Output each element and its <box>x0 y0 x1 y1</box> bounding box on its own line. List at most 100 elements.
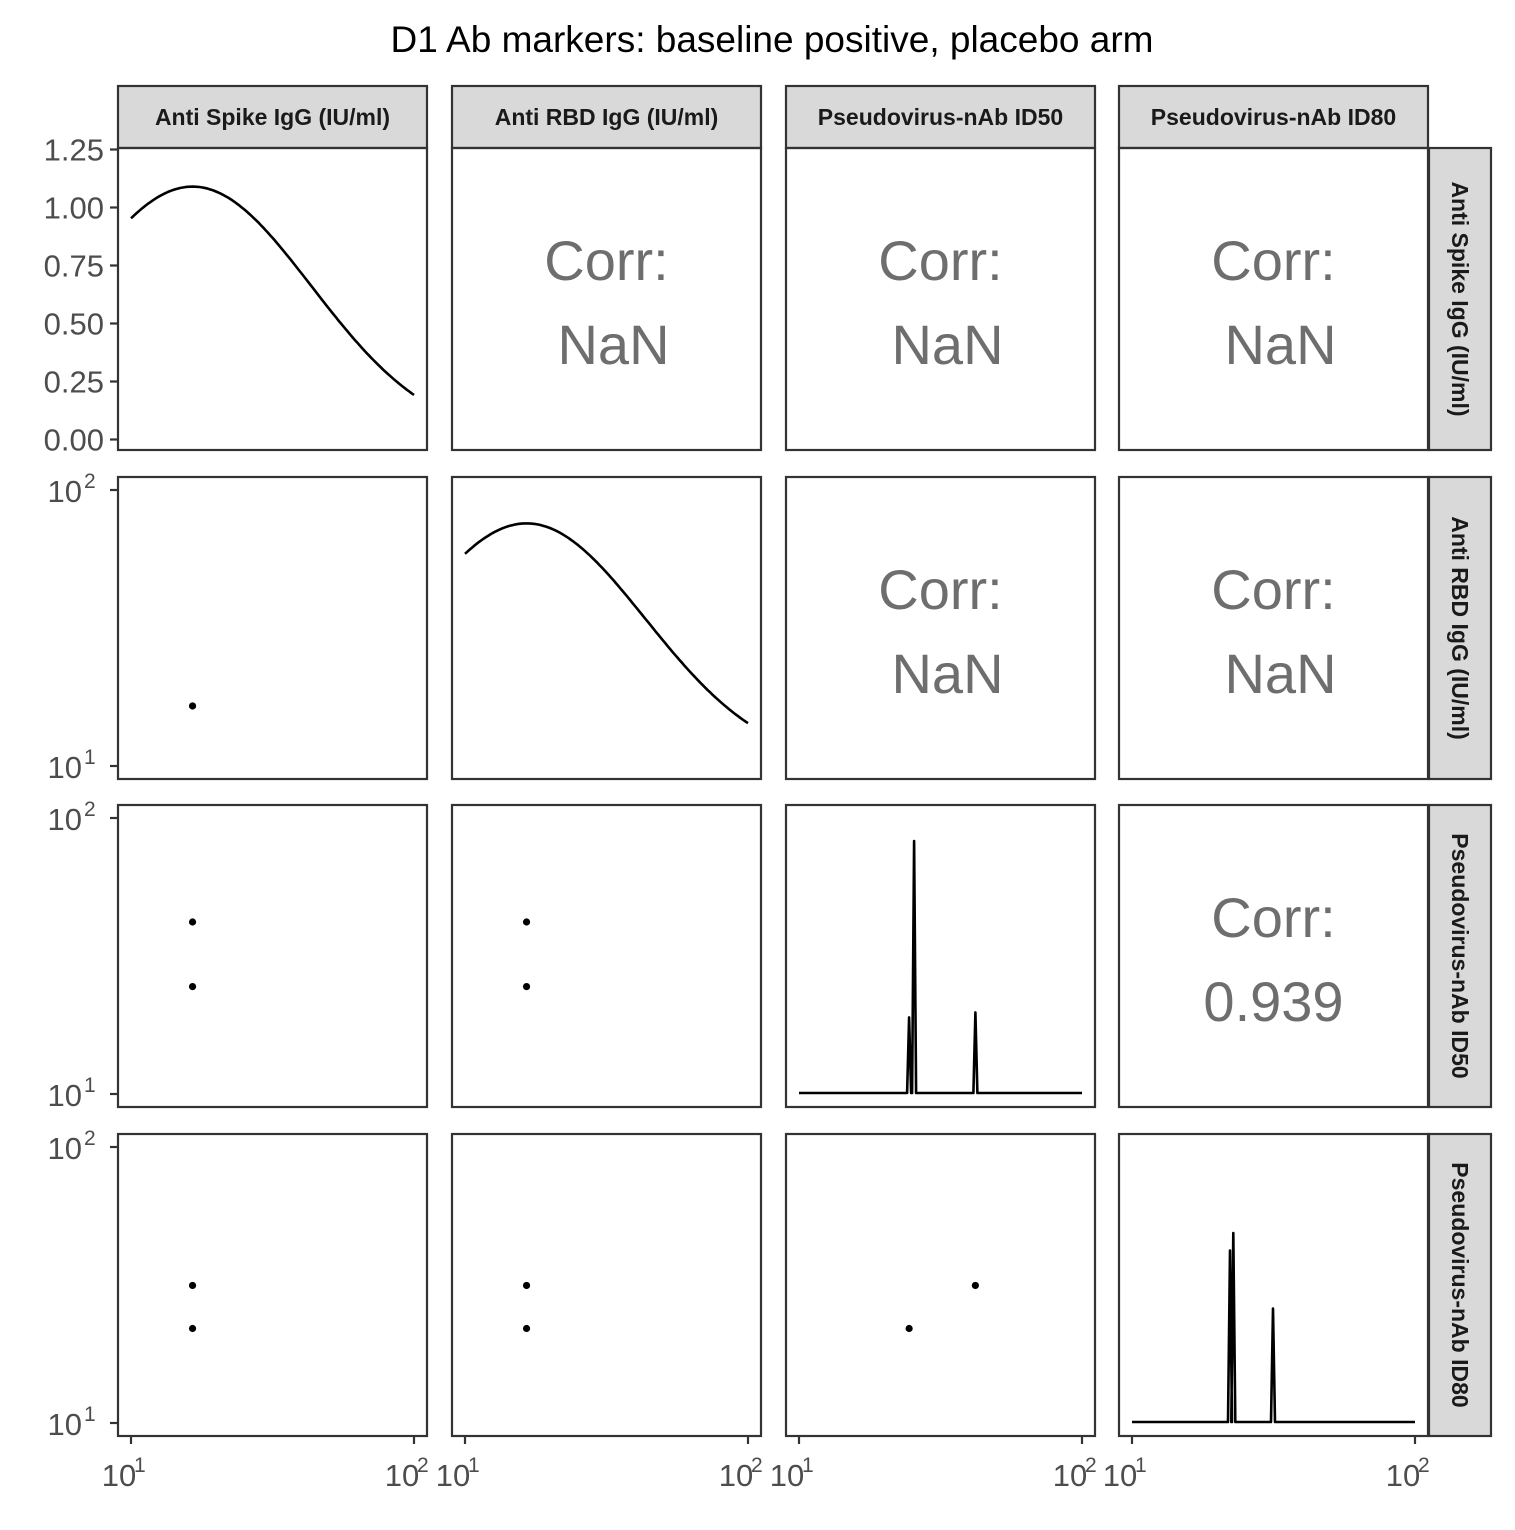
scatter-point <box>971 1281 979 1290</box>
strip-top-1: Anti Spike IgG (IU/ml) <box>116 84 429 150</box>
y-tick-exponent: 1 <box>84 1403 96 1426</box>
panel-r3-c4 <box>1117 803 1430 1109</box>
corr-label: Corr: <box>1211 558 1335 621</box>
y-tick-exponent: 2 <box>84 798 96 821</box>
corr-label: Corr: <box>878 558 1002 621</box>
corr-value: 0.939 <box>1203 970 1343 1033</box>
density-curve-1 <box>130 185 415 396</box>
strip-right-2: Anti RBD IgG (IU/ml) <box>1427 475 1493 781</box>
x-tick-exponent: 1 <box>1135 1454 1147 1477</box>
strip-top-bg <box>450 84 763 150</box>
x-tick-exponent: 2 <box>1085 1454 1097 1477</box>
y-tick-exponent: 1 <box>84 1074 96 1097</box>
y-tick-exponent: 1 <box>84 746 96 769</box>
strip-right-1: Anti Spike IgG (IU/ml) <box>1427 146 1493 452</box>
panel-r2-c4 <box>1117 475 1430 781</box>
x-tick-exponent: 1 <box>802 1454 814 1477</box>
density-spikes-4 <box>1132 1231 1415 1424</box>
panel-r1-c1 <box>116 146 429 452</box>
strip-right-label: Anti RBD IgG (IU/ml) <box>1447 516 1473 740</box>
strip-right-bg <box>1427 475 1493 781</box>
panel-r2-c2 <box>450 475 763 781</box>
x-tick-label: 10 <box>1386 1458 1420 1493</box>
y-tick-label: 10 <box>48 750 82 785</box>
y-tick-label: 0.75 <box>44 249 104 284</box>
y-tick-label: 10 <box>48 474 82 509</box>
panel-r4-c3 <box>784 1132 1097 1438</box>
strip-top-label: Pseudovirus-nAb ID50 <box>818 104 1063 130</box>
strip-top-3: Pseudovirus-nAb ID50 <box>784 84 1097 150</box>
density-curve-2 <box>464 522 749 725</box>
strip-top-label: Pseudovirus-nAb ID80 <box>1151 104 1396 130</box>
y-tick-exponent: 2 <box>84 470 96 493</box>
y-tick-label: 0.00 <box>44 423 104 458</box>
strip-right-label: Pseudovirus-nAb ID50 <box>1447 833 1473 1078</box>
corr-value: NaN <box>1224 642 1336 705</box>
panel-r1-c4 <box>1117 146 1430 452</box>
strip-top-label: Anti Spike IgG (IU/ml) <box>155 104 390 130</box>
corr-value: NaN <box>891 642 1003 705</box>
corr-label: Corr: <box>878 229 1002 292</box>
corr-panel-r1-c4: Corr: NaN <box>1211 229 1336 376</box>
strip-right-bg <box>1427 803 1493 1109</box>
y-tick-label: 10 <box>48 1407 82 1442</box>
strip-top-bg <box>116 84 429 150</box>
corr-value: NaN <box>891 313 1003 376</box>
y-tick-label: 10 <box>48 1131 82 1166</box>
x-tick-exponent: 1 <box>134 1454 146 1477</box>
x-tick-exponent: 2 <box>417 1454 429 1477</box>
corr-label: Corr: <box>1211 886 1335 949</box>
panel-r1-c3 <box>784 146 1097 452</box>
strip-right-label: Anti Spike IgG (IU/ml) <box>1447 181 1473 416</box>
x-tick-label: 10 <box>1053 1458 1087 1493</box>
chart-title: D1 Ab markers: baseline positive, placeb… <box>391 19 1154 60</box>
panel-r4-c4 <box>1117 1132 1430 1438</box>
panel-r3-c1 <box>116 803 429 1109</box>
x-tick-label: 10 <box>719 1458 753 1493</box>
x-tick-label: 10 <box>1103 1458 1137 1493</box>
y-tick-label: 10 <box>48 802 82 837</box>
scatter-point <box>188 702 197 710</box>
strip-top-2: Anti RBD IgG (IU/ml) <box>450 84 763 150</box>
corr-value: NaN <box>557 313 669 376</box>
panel-r2-c3 <box>784 475 1097 781</box>
y-tick-exponent: 2 <box>84 1127 96 1150</box>
y-tick-label: 10 <box>48 1078 82 1113</box>
x-tick-exponent: 2 <box>751 1454 763 1477</box>
scatter-point <box>188 918 197 926</box>
corr-panel-r2-c3: Corr: NaN <box>878 558 1003 705</box>
corr-panel-r3-c4: Corr: 0.939 <box>1203 886 1343 1033</box>
x-tick-label: 10 <box>770 1458 804 1493</box>
scatter-point <box>188 1281 197 1290</box>
scatter-point <box>905 1324 913 1333</box>
y-tick-label: 0.25 <box>44 365 104 400</box>
strip-top-4: Pseudovirus-nAb ID80 <box>1117 84 1430 150</box>
density-spikes-3 <box>799 839 1082 1095</box>
panel-r4-c1 <box>116 1132 429 1438</box>
x-tick-label: 10 <box>385 1458 419 1493</box>
corr-panel-r1-c2: Corr: NaN <box>544 229 669 376</box>
strip-right-label: Pseudovirus-nAb ID80 <box>1447 1162 1473 1407</box>
panel-r3-c3 <box>784 803 1097 1109</box>
panel-r2-c1 <box>116 475 429 781</box>
y-tick-label: 1.25 <box>44 133 104 168</box>
strip-labels: Anti Spike IgG (IU/ml) Anti RBD IgG (IU/m… <box>116 84 1493 1438</box>
corr-label: Corr: <box>1211 229 1335 292</box>
strip-right-bg <box>1427 146 1493 452</box>
corr-panel-r1-c3: Corr: NaN <box>878 229 1003 376</box>
corr-label: Corr: <box>544 229 668 292</box>
strip-right-bg <box>1427 1132 1493 1438</box>
panel-r4-c2 <box>450 1132 763 1438</box>
scatter-point <box>522 918 531 926</box>
x-tick-label: 10 <box>102 1458 136 1493</box>
scatter-point <box>188 1324 197 1333</box>
y-tick-label: 0.50 <box>44 307 104 342</box>
corr-value: NaN <box>1224 313 1336 376</box>
x-tick-exponent: 2 <box>1418 1454 1430 1477</box>
panels: Corr: NaN Corr: NaN Corr: NaN Corr: NaN Corr: NaN… <box>116 146 1430 1438</box>
strip-right-4: Pseudovirus-nAb ID80 <box>1427 1132 1493 1438</box>
corr-panel-r2-c4: Corr: NaN <box>1211 558 1336 705</box>
strip-top-bg <box>784 84 1097 150</box>
